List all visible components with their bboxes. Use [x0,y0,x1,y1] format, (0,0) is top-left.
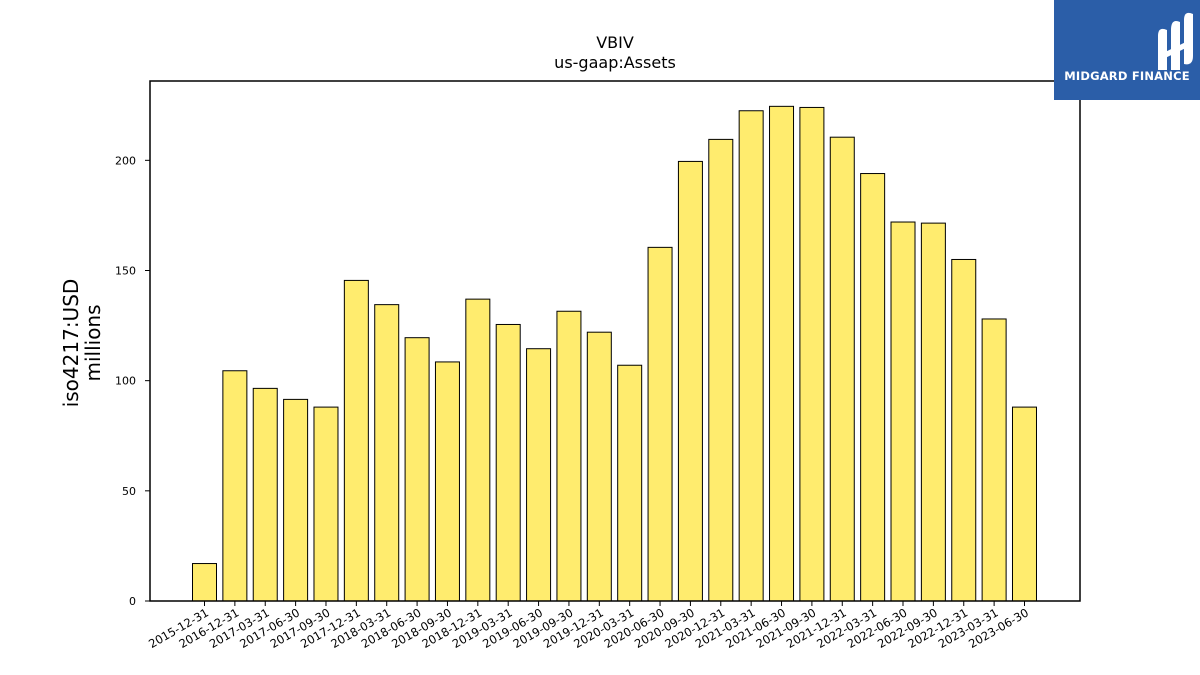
y-tick-label: 100 [115,375,136,388]
bar-2021-12-31 [829,136,855,602]
bar-2022-06-30 [890,221,916,602]
y-tick-label: 150 [115,264,136,277]
y-tick-label: 200 [115,154,136,167]
bar-2019-06-30 [526,348,552,602]
y-axis-ticks: 0 50 100 150 200 [115,154,150,608]
bar-2015-12-31 [192,563,217,602]
y-tick-label: 50 [122,485,136,498]
y-axis-unit-label: millions [81,304,105,381]
bar-2022-03-31 [860,173,886,602]
bar-2016-12-31 [222,370,248,602]
bar-series [192,105,1037,602]
chart-subtitle: us-gaap:Assets [554,53,676,72]
y-axis-label: iso4217:USD [59,279,83,408]
chart-title: VBIV [596,33,634,52]
bar-2019-12-31 [586,331,612,602]
bar-2023-06-30 [1011,406,1037,602]
logo-text: MIDGARD FINANCE [1064,69,1190,83]
bar-2021-09-30 [799,106,825,602]
bar-2020-03-31 [617,364,643,602]
bar-2023-03-31 [981,318,1007,602]
bar-2019-09-30 [556,310,582,602]
bar-2018-09-30 [434,361,460,602]
y-tick-label: 0 [129,595,136,608]
plot-area-frame [149,80,1081,602]
bar-2022-09-30 [920,222,946,602]
bar-2017-12-31 [343,279,369,602]
bar-2017-06-30 [283,398,309,602]
bar-2018-06-30 [404,337,430,602]
bar-2022-12-31 [951,258,977,602]
bar-2021-06-30 [769,105,795,602]
x-axis-ticks: 2015-12-312016-12-312017-03-312017-06-30… [146,601,1031,651]
bar-2017-03-31 [252,387,278,602]
bar-2021-03-31 [738,110,764,602]
bar-2020-09-30 [677,160,703,602]
bar-2019-03-31 [495,323,521,602]
bar-2020-06-30 [647,246,673,602]
y-axis-label-group: iso4217:USD millions [59,279,105,408]
bar-2017-09-30 [313,406,339,602]
bar-2018-12-31 [465,298,491,602]
bar-2020-12-31 [708,138,734,602]
bar-2018-03-31 [374,304,400,602]
midgard-finance-logo: MIDGARD FINANCE [1054,0,1200,100]
midgard-logo-mark-icon [1158,12,1193,70]
